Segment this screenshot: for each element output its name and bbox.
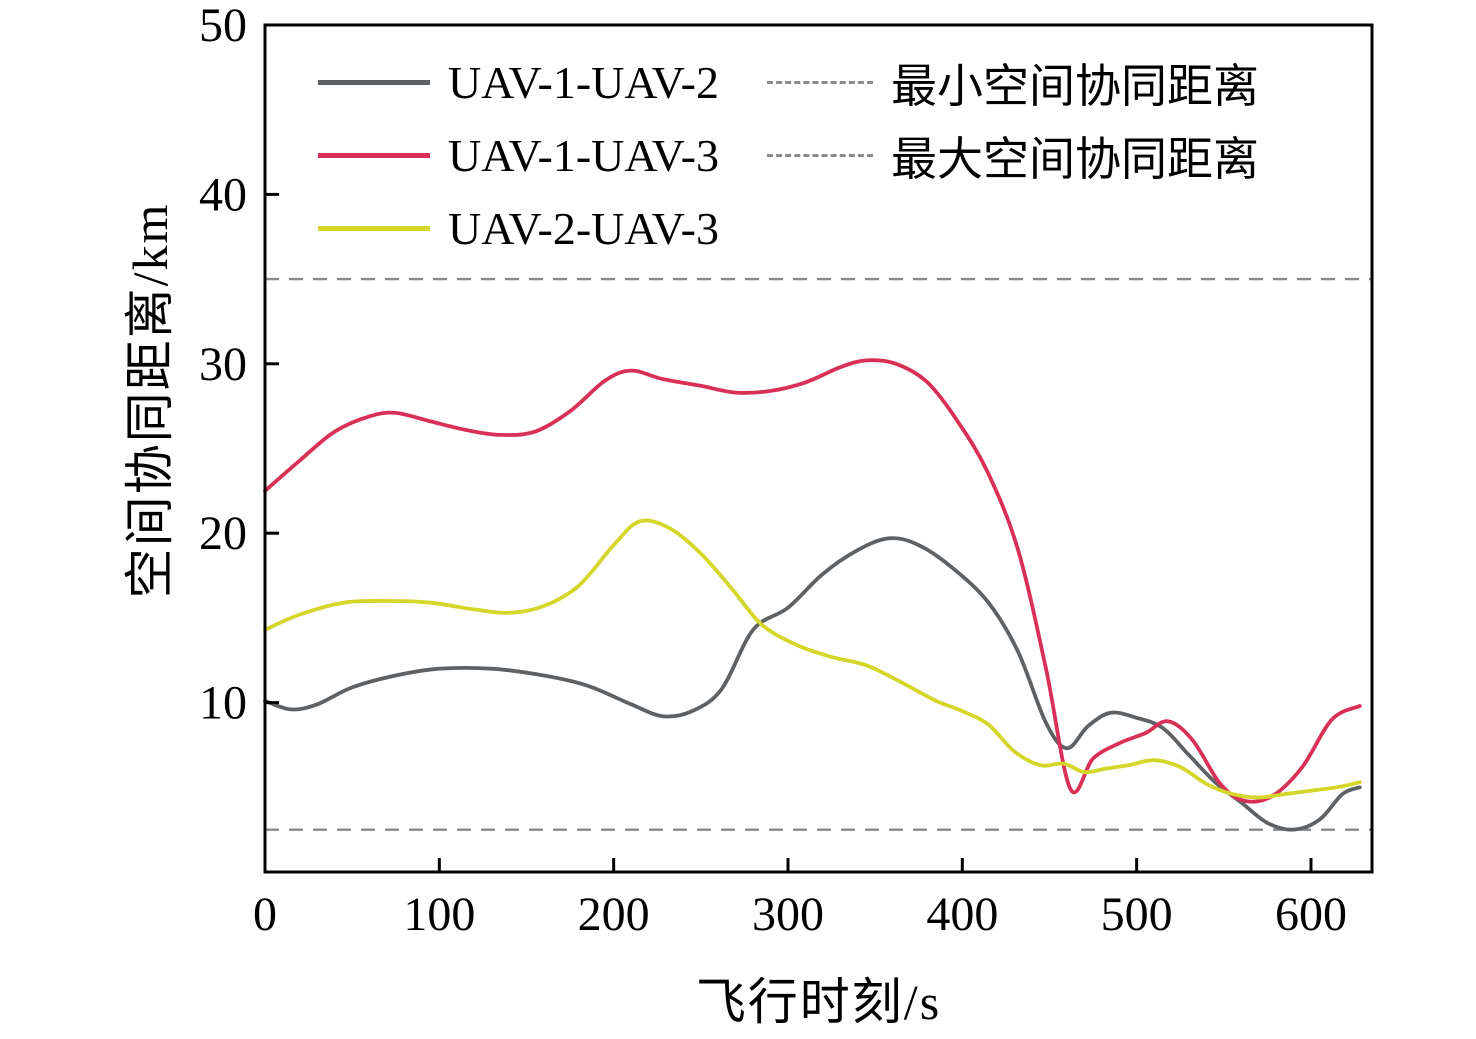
series-line-uav-1-uav-2 [263, 536, 1362, 832]
legend-line-swatch-uav2-uav3 [318, 226, 430, 231]
series-line-uav-2-uav-3 [263, 518, 1362, 800]
legend-label-min-distance: 最小空间协同距离 [890, 60, 1259, 112]
legend-entry-uav1-uav3: UAV-1-UAV-3 [318, 119, 719, 192]
y-tick-label: 40 [199, 168, 247, 221]
x-tick-label: 400 [926, 888, 998, 941]
legend-label-uav1-uav2: UAV-1-UAV-2 [448, 57, 719, 108]
x-axis-label: 飞行时刻/s [695, 974, 942, 1030]
x-tick-label: 0 [253, 888, 277, 941]
legend-entry-uav2-uav3: UAV-2-UAV-3 [318, 192, 719, 265]
x-tick-label: 100 [403, 888, 475, 941]
legend-entry-uav1-uav2: UAV-1-UAV-2 [318, 46, 719, 119]
legend-label-uav2-uav3: UAV-2-UAV-3 [448, 203, 719, 254]
legend-column-series: UAV-1-UAV-2 UAV-1-UAV-3 UAV-2-UAV-3 [318, 46, 719, 265]
y-tick-label: 20 [199, 507, 247, 560]
x-tick-label: 500 [1101, 888, 1173, 941]
legend-line-swatch-uav1-uav3 [318, 153, 430, 158]
x-tick-label: 300 [752, 888, 824, 941]
legend-dashed-swatch-max [766, 154, 873, 157]
series-line-uav-1-uav-3 [263, 358, 1362, 804]
y-tick-label: 30 [199, 338, 247, 391]
legend-label-uav1-uav3: UAV-1-UAV-3 [448, 130, 719, 181]
legend: UAV-1-UAV-2 UAV-1-UAV-3 UAV-2-UAV-3 最小空间… [318, 46, 1259, 265]
legend-entry-min-distance: 最小空间协同距离 [766, 46, 1259, 119]
y-tick-label: 10 [199, 677, 247, 730]
x-tick-label: 200 [578, 888, 650, 941]
legend-column-references: 最小空间协同距离 最大空间协同距离 [766, 46, 1259, 265]
y-axis-label: 空间协同距离/km [122, 202, 178, 599]
legend-entry-max-distance: 最大空间协同距离 [766, 119, 1259, 192]
x-tick-label: 600 [1275, 888, 1347, 941]
plot-frame [263, 23, 1374, 874]
legend-line-swatch-uav1-uav2 [318, 80, 430, 85]
legend-dashed-swatch-min [766, 81, 873, 84]
y-tick-label: 50 [199, 0, 247, 52]
legend-label-max-distance: 最大空间协同距离 [890, 133, 1259, 185]
